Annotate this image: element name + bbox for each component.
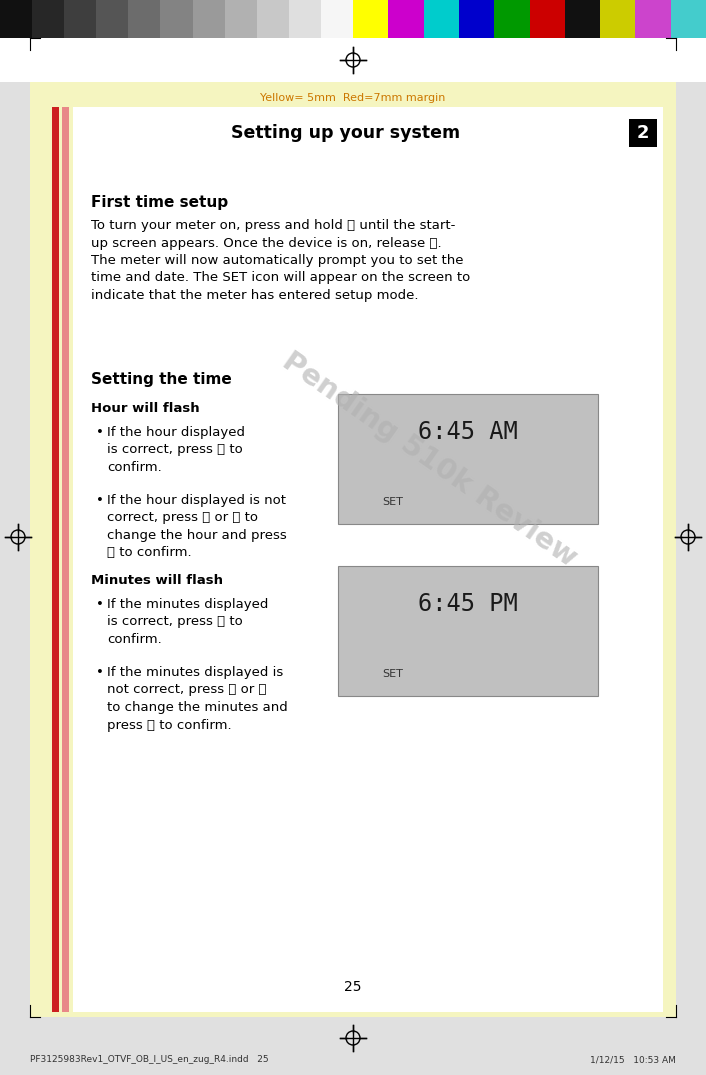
Text: 6:45 PM: 6:45 PM [418,592,518,616]
Bar [635,0,671,38]
Bar [30,82,676,1017]
Text: •: • [96,598,104,611]
Text: •: • [96,666,104,679]
Bar [62,108,69,1012]
Bar [565,0,600,38]
Bar [225,0,257,38]
Bar [32,0,64,38]
Bar [160,0,193,38]
Bar [494,0,530,38]
Text: If the minutes displayed is
not correct, press Ⓞ or Ⓟ
to change the minutes and
: If the minutes displayed is not correct,… [107,666,288,731]
Bar [321,0,353,38]
Bar [0,38,706,82]
Text: SET: SET [383,669,403,679]
Bar [353,0,388,38]
Bar [96,0,128,38]
Bar [671,0,706,38]
Text: If the hour displayed is not
correct, press Ⓞ or Ⓟ to
change the hour and press
: If the hour displayed is not correct, pr… [107,494,287,559]
Bar [257,0,289,38]
Bar [424,0,459,38]
Bar [459,0,494,38]
Text: SET: SET [383,497,403,507]
Text: 6:45 AM: 6:45 AM [418,420,518,444]
Text: First time setup: First time setup [91,195,228,210]
Text: Yellow= 5mm  Red=7mm margin: Yellow= 5mm Red=7mm margin [261,94,445,103]
Bar [73,108,663,1012]
Text: 1/12/15   10:53 AM: 1/12/15 10:53 AM [590,1056,676,1064]
Bar [338,395,598,524]
Text: •: • [96,494,104,507]
Text: 25: 25 [345,980,361,994]
Bar [0,0,32,38]
Text: Setting up your system: Setting up your system [232,124,460,142]
Bar [338,567,598,696]
Text: If the minutes displayed
is correct, press ⒪ to
confirm.: If the minutes displayed is correct, pre… [107,598,268,646]
Text: PF3125983Rev1_OTVF_OB_I_US_en_zug_R4.indd   25: PF3125983Rev1_OTVF_OB_I_US_en_zug_R4.ind… [30,1056,268,1064]
Text: Minutes will flash: Minutes will flash [91,574,223,587]
Bar [600,0,635,38]
Bar [64,0,96,38]
Bar [289,0,321,38]
Text: Pending 510k Review: Pending 510k Review [277,347,582,573]
Bar [629,119,657,147]
Bar [530,0,565,38]
Text: Setting the time: Setting the time [91,372,232,387]
Text: To turn your meter on, press and hold ⒪ until the start-
up screen appears. Once: To turn your meter on, press and hold ⒪ … [91,219,470,302]
Bar [52,108,59,1012]
Text: Hour will flash: Hour will flash [91,402,200,415]
Text: If the hour displayed
is correct, press ⒪ to
confirm.: If the hour displayed is correct, press … [107,426,245,474]
Text: 2: 2 [637,124,650,142]
Bar [388,0,424,38]
Text: •: • [96,426,104,439]
Bar [128,0,160,38]
Bar [193,0,225,38]
